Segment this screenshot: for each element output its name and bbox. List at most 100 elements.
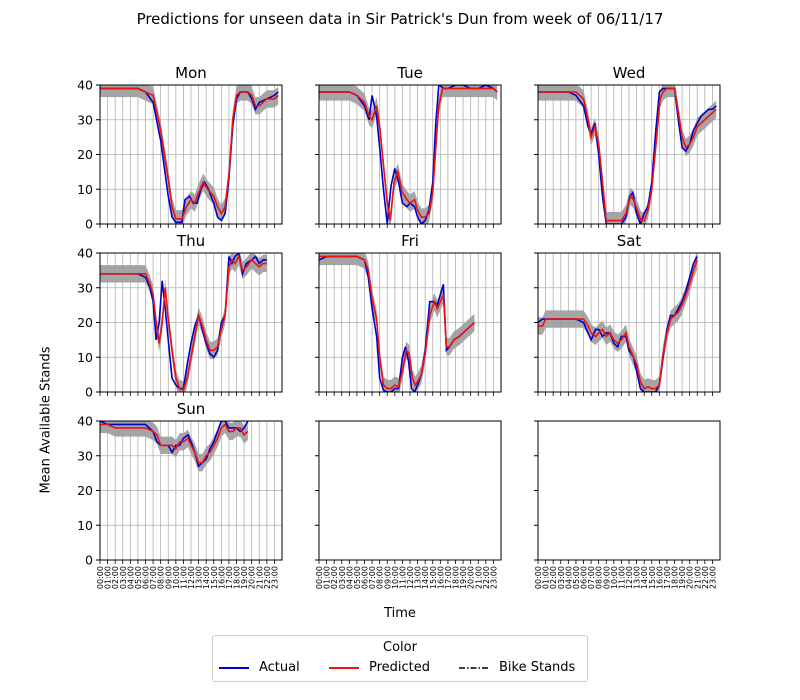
legend-swatch-predicted xyxy=(329,667,359,669)
x-tick-label: 22:00 xyxy=(482,566,491,589)
y-tick-label: 10 xyxy=(77,182,93,197)
x-tick-label: 14:00 xyxy=(640,566,649,589)
confidence-band xyxy=(538,253,698,392)
y-tick-label: 40 xyxy=(77,78,93,93)
legend-swatch-bike-stands xyxy=(459,667,489,669)
subplot-empty-9: 00:0001:0002:0003:0004:0005:0006:0007:00… xyxy=(534,420,721,589)
y-tick-label: 30 xyxy=(77,112,93,127)
figure-title: Predictions for unseen data in Sir Patri… xyxy=(136,10,664,28)
x-tick-label: 17:00 xyxy=(444,566,453,589)
x-tick-label: 21:00 xyxy=(474,566,483,589)
series-group xyxy=(538,253,699,392)
series-group xyxy=(100,253,267,392)
subplot-sun: Sun 0 10 20 30 40 00:0001:0002:0003:0004:0005:… xyxy=(77,400,283,589)
plot-area xyxy=(538,421,720,560)
x-tick-label: 10:00 xyxy=(172,566,181,589)
x-tick-label: 04:00 xyxy=(126,566,135,589)
x-tick-label: 07:00 xyxy=(149,566,158,589)
x-tick-label: 21:00 xyxy=(255,566,264,589)
subplot-thu: Thu 0 10 20 30 40 xyxy=(77,232,283,400)
x-tick-label: 07:00 xyxy=(587,566,596,589)
x-tick-label: 20:00 xyxy=(248,566,257,589)
legend-swatch-actual xyxy=(219,667,249,669)
x-tick-label: 04:00 xyxy=(345,566,354,589)
x-tick-label: 09:00 xyxy=(383,566,392,589)
y-tick-label: 30 xyxy=(77,280,93,295)
series-line-predicted xyxy=(100,423,249,464)
x-tick-label: 18:00 xyxy=(671,566,680,589)
series-line-predicted xyxy=(100,87,279,220)
x-tick-label: 23:00 xyxy=(489,566,498,589)
series-line-predicted xyxy=(319,87,498,221)
confidence-band xyxy=(319,85,498,224)
subplot-title: Fri xyxy=(401,232,419,250)
subplot-title: Thu xyxy=(176,232,205,250)
plot-area xyxy=(319,421,501,560)
subplot-empty-8: 00:0001:0002:0003:0004:0005:0006:0007:00… xyxy=(315,420,502,589)
x-tick-label: 06:00 xyxy=(361,566,370,589)
x-tick-label: 15:00 xyxy=(210,566,219,589)
x-tick-label: 14:00 xyxy=(421,566,430,589)
x-tick-label: 15:00 xyxy=(429,566,438,589)
x-tick-label: 19:00 xyxy=(459,566,468,589)
x-tick-label: 12:00 xyxy=(406,566,415,589)
x-tick-label: 19:00 xyxy=(240,566,249,589)
x-tick-label: 17:00 xyxy=(663,566,672,589)
x-tick-label: 22:00 xyxy=(701,566,710,589)
x-tick-label: 08:00 xyxy=(595,566,604,589)
subplot-title: Mon xyxy=(175,64,207,82)
x-axis-label: Time xyxy=(384,606,416,621)
x-tick-label: 16:00 xyxy=(217,566,226,589)
x-tick-label: 08:00 xyxy=(376,566,385,589)
x-tick-label: 21:00 xyxy=(693,566,702,589)
x-tick-label: 11:00 xyxy=(398,566,407,589)
series-group xyxy=(100,85,279,224)
x-tick-label: 20:00 xyxy=(686,566,695,589)
series-group xyxy=(538,85,717,224)
y-tick-label: 10 xyxy=(77,518,93,533)
series-line-actual xyxy=(319,85,498,224)
subplot-tue: Tue xyxy=(315,64,502,228)
x-tick-label: 01:00 xyxy=(542,566,551,589)
subplot-title: Wed xyxy=(613,64,646,82)
x-tick-label: 16:00 xyxy=(436,566,445,589)
y-tick-label: 0 xyxy=(85,217,93,232)
x-tick-label: 13:00 xyxy=(633,566,642,589)
confidence-band xyxy=(538,85,717,224)
series-line-actual xyxy=(100,421,249,468)
subplot-title: Sun xyxy=(177,400,206,418)
series-group xyxy=(100,421,249,472)
x-tick-label: 22:00 xyxy=(263,566,272,589)
x-tick-label: 00:00 xyxy=(534,566,543,589)
x-tick-label: 02:00 xyxy=(330,566,339,589)
series-group xyxy=(319,253,475,392)
x-tick-label: 00:00 xyxy=(315,566,324,589)
x-tick-label: 05:00 xyxy=(572,566,581,589)
x-tick-label: 04:00 xyxy=(564,566,573,589)
x-tick-label: 20:00 xyxy=(467,566,476,589)
x-tick-label: 18:00 xyxy=(452,566,461,589)
x-tick-label: 13:00 xyxy=(414,566,423,589)
series-line-predicted xyxy=(538,259,699,390)
legend-title: Color xyxy=(383,640,417,655)
x-tick-label: 12:00 xyxy=(187,566,196,589)
y-tick-label: 20 xyxy=(77,483,93,498)
legend-label-predicted: Predicted xyxy=(369,660,431,675)
y-tick-label: 20 xyxy=(77,315,93,330)
legend-label-actual: Actual xyxy=(259,660,300,675)
x-tick-label: 11:00 xyxy=(179,566,188,589)
x-tick-label: 01:00 xyxy=(323,566,332,589)
legend-label-bike-stands: Bike Stands xyxy=(499,660,576,675)
x-tick-label: 12:00 xyxy=(625,566,634,589)
x-tick-label: 07:00 xyxy=(368,566,377,589)
y-tick-label: 20 xyxy=(77,147,93,162)
legend: Color Actual Predicted Bike Stands xyxy=(212,635,588,682)
confidence-band xyxy=(100,253,267,392)
y-tick-label: 30 xyxy=(77,448,93,463)
subplot-sat: Sat xyxy=(534,232,721,396)
series-line-actual xyxy=(100,87,279,224)
x-tick-label: 02:00 xyxy=(549,566,558,589)
subplot-mon: Mon 0 10 20 30 40 xyxy=(77,64,283,232)
y-tick-label: 10 xyxy=(77,350,93,365)
